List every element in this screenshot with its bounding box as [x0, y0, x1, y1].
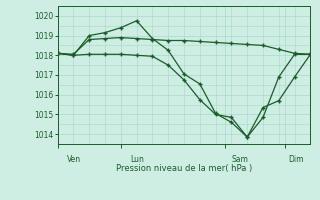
X-axis label: Pression niveau de la mer( hPa ): Pression niveau de la mer( hPa )	[116, 164, 252, 173]
Text: Dim: Dim	[288, 155, 304, 164]
Text: Lun: Lun	[130, 155, 144, 164]
Text: Sam: Sam	[231, 155, 248, 164]
Text: Ven: Ven	[67, 155, 81, 164]
